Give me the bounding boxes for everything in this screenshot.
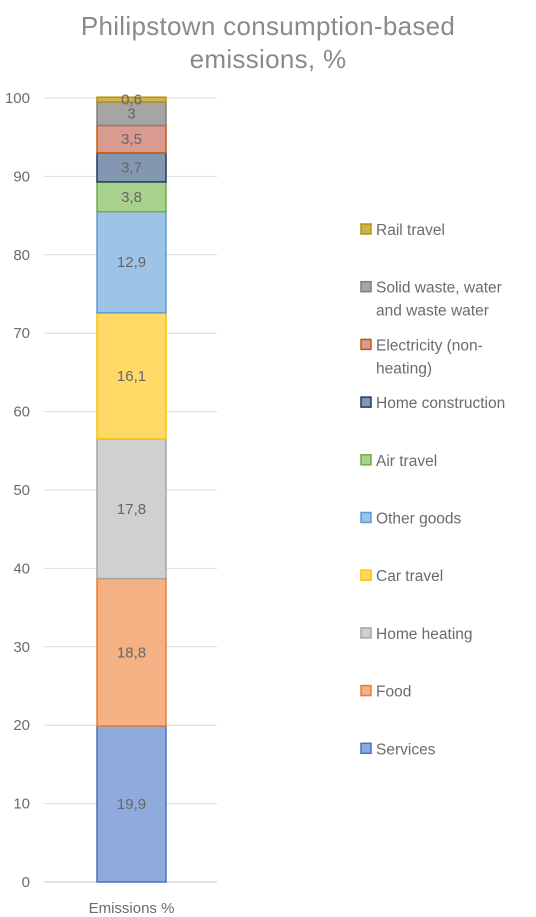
data-label-rail-travel: 0,6	[121, 92, 142, 109]
legend-label-other-goods: Other goods	[376, 511, 462, 528]
bar-segment-rail-travel	[96, 96, 167, 103]
data-label-home-heating: 17,8	[117, 501, 146, 518]
x-category-label: Emissions %	[89, 900, 175, 917]
data-label-car-travel: 16,1	[117, 368, 146, 385]
legend-swatch-solid-waste-water-and-waste-water	[360, 280, 372, 293]
data-label-solid-waste-water-and-waste-water: 3	[127, 106, 135, 123]
legend-swatch-air-travel	[360, 454, 372, 466]
legend-label-rail-travel: Rail travel	[376, 222, 445, 239]
legend-label-services: Services	[376, 741, 436, 758]
legend-label-home-construction: Home construction	[376, 395, 505, 412]
bar-segment-home-heating	[96, 438, 167, 580]
y-tick-label-80: 80	[13, 247, 30, 264]
y-tick-label-20: 20	[13, 717, 30, 734]
y-tick-label-0: 0	[22, 874, 30, 891]
legend-swatch-car-travel	[360, 569, 372, 581]
bar-segment-other-goods	[96, 210, 167, 314]
legend-label-air-travel: Air travel	[376, 453, 437, 470]
chart-title: Philipstown consumption-based emissions,…	[0, 10, 536, 76]
legend-swatch-rail-travel	[360, 223, 372, 235]
y-tick-label-60: 60	[13, 404, 30, 421]
bar-segment-air-travel	[96, 181, 167, 213]
data-label-food: 18,8	[117, 644, 146, 661]
legend-swatch-other-goods	[360, 511, 372, 524]
legend-swatch-food	[360, 684, 372, 697]
y-tick-label-90: 90	[13, 168, 30, 185]
y-tick-label-70: 70	[13, 325, 30, 342]
y-tick-label-100: 100	[5, 90, 30, 107]
y-tick-label-30: 30	[13, 639, 30, 656]
y-tick-label-10: 10	[13, 796, 30, 813]
legend-swatch-services	[360, 742, 372, 755]
legend-label-food: Food	[376, 684, 411, 701]
data-label-air-travel: 3,8	[121, 189, 142, 206]
bar-segment-services	[96, 725, 167, 883]
legend-swatch-home-construction	[360, 396, 372, 408]
bar-segment-electricity-non-heating	[96, 124, 167, 154]
legend-label-home-heating: Home heating	[376, 626, 473, 643]
legend-label-car-travel: Car travel	[376, 568, 443, 585]
bar-segment-car-travel	[96, 312, 167, 440]
legend-label-electricity-non-heating: Electricity (non-heating)	[376, 337, 483, 377]
data-label-services: 19,9	[117, 796, 146, 813]
data-label-home-construction: 3,7	[121, 159, 142, 176]
legend-swatch-electricity-non-heating	[360, 338, 372, 351]
y-tick-label-50: 50	[13, 482, 30, 499]
legend-label-solid-waste-water-and-waste-water: Solid waste, water and waste water	[376, 280, 502, 320]
chart-title-line-2: emissions, %	[189, 44, 347, 74]
data-label-electricity-non-heating: 3,5	[121, 131, 142, 148]
y-tick-label-40: 40	[13, 560, 30, 577]
legend-swatch-home-heating	[360, 627, 372, 639]
data-label-other-goods: 12,9	[117, 254, 146, 271]
chart-title-line-1: Philipstown consumption-based	[80, 11, 456, 41]
bar-segment-food	[96, 577, 167, 727]
